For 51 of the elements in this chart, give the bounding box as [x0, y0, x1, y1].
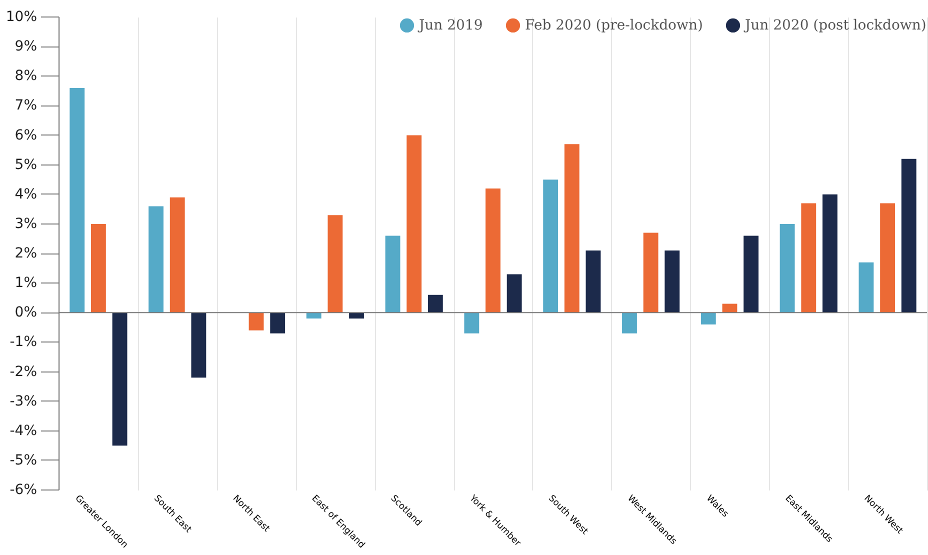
- bar: [464, 312, 480, 334]
- bar: [700, 312, 716, 324]
- bar: [90, 224, 106, 313]
- bar: [780, 224, 795, 313]
- y-tick-label: 7%: [14, 98, 37, 114]
- bar: [543, 180, 558, 313]
- bar: [564, 144, 580, 313]
- bar: [664, 250, 680, 313]
- bar: [744, 236, 759, 313]
- bar: [112, 312, 128, 446]
- bar: [170, 197, 185, 313]
- legend-label: Jun 2019: [417, 17, 483, 34]
- bar: [306, 312, 322, 319]
- bar: [586, 250, 601, 313]
- y-tick-label: -4%: [10, 422, 37, 439]
- bar: [385, 236, 400, 313]
- y-tick-label: -3%: [10, 393, 37, 410]
- y-tick-label: 0%: [14, 304, 37, 321]
- bar: [428, 294, 443, 313]
- y-tick-label: 2%: [14, 246, 37, 262]
- bar: [858, 262, 874, 313]
- bar: [349, 312, 364, 319]
- y-tick-label: 1%: [14, 275, 37, 292]
- bar: [486, 188, 500, 313]
- legend-label: Feb 2020 (pre-lockdown): [525, 17, 703, 34]
- bar: [270, 312, 286, 334]
- bar: [506, 274, 522, 313]
- bar: [148, 206, 164, 313]
- bar: [70, 88, 85, 313]
- y-tick-label: -5%: [10, 452, 37, 468]
- bar: [880, 203, 896, 313]
- bar: [328, 215, 343, 313]
- y-tick-label: -2%: [10, 364, 37, 380]
- bar: [191, 312, 206, 378]
- bar: [822, 194, 838, 313]
- y-tick-label: 9%: [14, 38, 37, 55]
- y-tick-label: -6%: [10, 482, 37, 498]
- bar: [643, 232, 658, 313]
- bar: [248, 312, 264, 330]
- bar: [622, 312, 637, 334]
- y-tick-label: 5%: [14, 156, 37, 173]
- y-tick-label: 8%: [14, 68, 37, 84]
- bar: [406, 135, 422, 313]
- bar: [801, 203, 816, 313]
- legend-label: Jun 2020 (post lockdown): [743, 17, 926, 34]
- y-tick-label: 10%: [6, 9, 37, 25]
- bar: [901, 158, 916, 313]
- y-tick-label: 3%: [14, 216, 37, 232]
- y-tick-label: 6%: [14, 127, 37, 144]
- y-tick-label: -1%: [10, 334, 37, 350]
- y-tick-label: 4%: [14, 186, 37, 202]
